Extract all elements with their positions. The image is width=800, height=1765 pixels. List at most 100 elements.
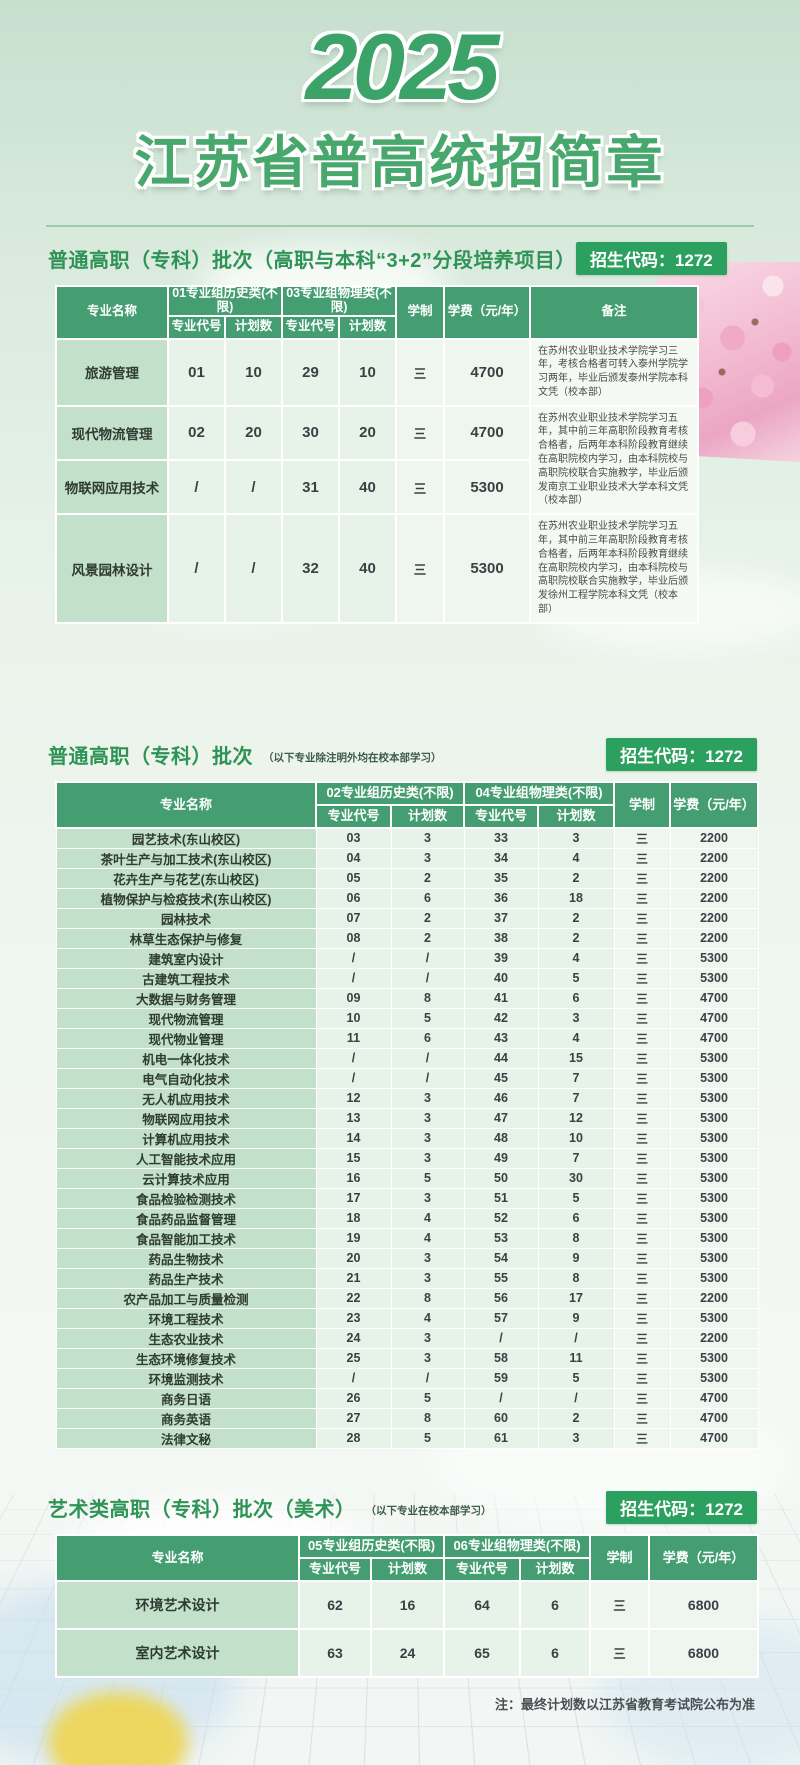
col-header-plan-count: 计划数 — [338, 314, 398, 340]
cell: / — [463, 1387, 539, 1409]
table-row: 农产品加工与质量检测 22 8 56 17 三 2200 — [55, 1287, 759, 1309]
cell: 5300 — [443, 513, 532, 624]
cell: 56 — [463, 1287, 539, 1309]
section-title: 艺术类高职（专科）批次（美术） — [48, 1498, 356, 1521]
table-row: 建筑室内设计 //39 4 三 5300 — [55, 947, 759, 969]
col-header-term: 学制 — [395, 285, 446, 340]
cell: 4700 — [669, 1027, 759, 1049]
cell: 3 — [390, 1107, 465, 1129]
table-row: 人工智能技术应用 15 3 49 7 三 5300 — [55, 1147, 759, 1169]
cell: 53 — [463, 1227, 539, 1249]
cell: 38 — [463, 927, 539, 949]
page-title: 江苏省普高统招简章 — [134, 131, 666, 194]
cell: 5300 — [669, 1307, 759, 1329]
cell: 18 — [315, 1207, 392, 1229]
cell: 无人机应用技术 — [55, 1087, 317, 1109]
table-row: 机电一体化技术 //44 15 三 5300 — [55, 1047, 759, 1069]
cell: 三 — [613, 1367, 671, 1389]
divider-line — [46, 225, 754, 227]
cell: 48 — [463, 1127, 539, 1149]
cell: 10 — [315, 1007, 392, 1029]
cell: 现代物流管理 — [55, 404, 169, 461]
section-header-3plus2: 普通高职（专科）批次（高职与本科“3+2”分段培养项目） 招生代码：1272 — [48, 242, 727, 275]
cell: 23 — [315, 1307, 392, 1329]
cell: 室内艺术设计 — [55, 1627, 300, 1678]
cell: 25 — [315, 1347, 392, 1369]
col-header-plan-count: 计划数 — [223, 314, 284, 340]
col-header-history-group: 01专业组历史类(不限) — [166, 285, 284, 317]
table-row: 现代物业管理 11 6 43 4 三 4700 — [55, 1027, 759, 1049]
cell: 4700 — [443, 404, 532, 461]
cell: 16 — [370, 1579, 445, 1630]
cell: 20 — [338, 404, 398, 461]
table-row: 生态农业技术 24 3// 三 2200 — [55, 1327, 759, 1349]
cell: 6800 — [648, 1579, 759, 1630]
section-title: 普通高职（专科）批次（高职与本科“3+2”分段培养项目） — [48, 250, 576, 272]
cell: 4700 — [669, 1387, 759, 1409]
cell: 7 — [537, 1087, 615, 1109]
cell: 三 — [613, 1387, 671, 1409]
cell: 三 — [613, 907, 671, 929]
cell: 12 — [315, 1087, 392, 1109]
cell: 三 — [613, 1007, 671, 1029]
cell: 4700 — [669, 1427, 759, 1449]
cell: 40 — [463, 967, 539, 989]
cell: 茶叶生产与加工技术(东山校区) — [55, 847, 317, 869]
col-header-major-name: 专业名称 — [55, 1533, 300, 1582]
cell: 2200 — [669, 867, 759, 889]
table-row: 现代物流管理 10 5 42 3 三 4700 — [55, 1007, 759, 1029]
cell: 2 — [537, 907, 615, 929]
cell: 3 — [537, 827, 615, 849]
cell: 生态农业技术 — [55, 1327, 317, 1349]
cell: 03 — [315, 827, 392, 849]
cell: 5 — [537, 1187, 615, 1209]
cell: 植物保护与检疫技术(东山校区) — [55, 887, 317, 909]
cell: 4700 — [669, 987, 759, 1009]
cell: 5 — [390, 1427, 465, 1449]
cell: 农产品加工与质量检测 — [55, 1287, 317, 1309]
cell: 园林技术 — [55, 907, 317, 929]
col-header-fee: 学费（元/年） — [648, 1533, 759, 1582]
cell: 26 — [315, 1387, 392, 1409]
table-row: 药品生产技术 21 3 55 8 三 5300 — [55, 1267, 759, 1289]
cell: 5300 — [669, 1207, 759, 1229]
cell: 三 — [613, 1187, 671, 1209]
cell: 64 — [443, 1579, 521, 1630]
table-row: 物联网应用技术 / / 31 40 三 5300 — [55, 458, 698, 516]
cell: 44 — [463, 1047, 539, 1069]
col-header-fee: 学费（元/年） — [669, 780, 759, 829]
cell: 22 — [315, 1287, 392, 1309]
cell: / — [463, 1327, 539, 1349]
cell: 三 — [613, 947, 671, 969]
cell: / — [390, 967, 465, 989]
cell: 三 — [613, 927, 671, 949]
cell: 24 — [315, 1327, 392, 1349]
cell: 三 — [613, 1087, 671, 1109]
cell: 60 — [463, 1407, 539, 1429]
table-row: 园艺技术(东山校区) 03 3 33 3 三 2200 — [55, 827, 759, 849]
cell: 人工智能技术应用 — [55, 1147, 317, 1169]
admission-code-badge: 招生代码：1272 — [606, 1490, 757, 1524]
cell: 2 — [537, 1407, 615, 1429]
table-row: 大数据与财务管理 09 8 41 6 三 4700 — [55, 987, 759, 1009]
cell: 9 — [537, 1247, 615, 1269]
cell: 三 — [613, 1067, 671, 1089]
col-header-plan-count: 计划数 — [370, 1556, 445, 1582]
cell: 三 — [613, 987, 671, 1009]
admission-code-badge: 招生代码：1272 — [606, 737, 757, 771]
cell: / — [390, 1047, 465, 1069]
cell: 花卉生产与花艺(东山校区) — [55, 867, 317, 889]
table-row: 茶叶生产与加工技术(东山校区) 04 3 34 4 三 2200 — [55, 847, 759, 869]
cell: 食品智能加工技术 — [55, 1227, 317, 1249]
cell: 51 — [463, 1187, 539, 1209]
table-row: 生态环境修复技术 25 3 58 11 三 5300 — [55, 1347, 759, 1369]
cell: 3 — [390, 827, 465, 849]
cell: 4700 — [669, 1407, 759, 1429]
cell: 4700 — [669, 1007, 759, 1029]
table-row: 园林技术 07 2 37 2 三 2200 — [55, 907, 759, 929]
cell: 5300 — [669, 1267, 759, 1289]
cell: 46 — [463, 1087, 539, 1109]
cell: 药品生产技术 — [55, 1267, 317, 1289]
cell: 3 — [390, 1187, 465, 1209]
